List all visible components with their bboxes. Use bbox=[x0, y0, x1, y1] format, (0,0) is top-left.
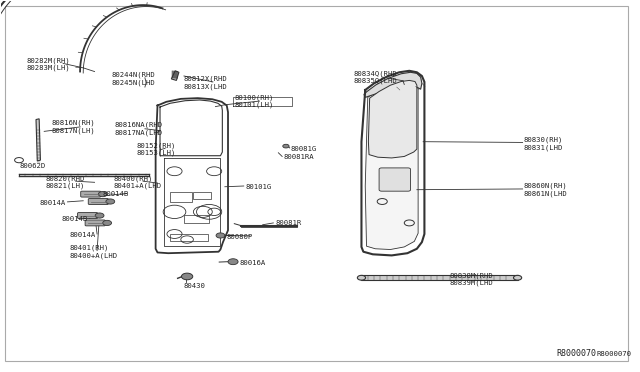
Text: 80062D: 80062D bbox=[19, 163, 45, 169]
Text: 80081R: 80081R bbox=[275, 220, 301, 226]
Polygon shape bbox=[365, 79, 418, 250]
Text: 80100(RH)
80101(LH): 80100(RH) 80101(LH) bbox=[234, 94, 274, 108]
FancyBboxPatch shape bbox=[81, 191, 101, 197]
Polygon shape bbox=[36, 119, 40, 161]
Text: 80016A: 80016A bbox=[239, 260, 266, 266]
Text: 80820(RHD
80821(LH): 80820(RHD 80821(LH) bbox=[45, 175, 85, 189]
FancyBboxPatch shape bbox=[379, 168, 411, 191]
Text: 80401(RH)
80400+A(LHD: 80401(RH) 80400+A(LHD bbox=[69, 245, 118, 259]
Circle shape bbox=[513, 275, 522, 280]
Bar bbox=[170, 234, 208, 241]
Text: 80101G: 80101G bbox=[246, 184, 272, 190]
Bar bbox=[193, 192, 211, 199]
FancyBboxPatch shape bbox=[88, 199, 108, 205]
Circle shape bbox=[283, 144, 289, 148]
Text: 80400(RH)
80401+A(LHD: 80400(RH) 80401+A(LHD bbox=[113, 175, 161, 189]
Text: 80816NA(RHD
80817NA(LHD: 80816NA(RHD 80817NA(LHD bbox=[115, 122, 163, 136]
Circle shape bbox=[357, 275, 365, 280]
Circle shape bbox=[103, 220, 111, 225]
Text: 80244N(RHD
80245N(LHD: 80244N(RHD 80245N(LHD bbox=[111, 72, 156, 86]
Text: 80816N(RH)
80817N(LH): 80816N(RH) 80817N(LH) bbox=[52, 120, 95, 134]
Text: 80152(RH)
80153(LH): 80152(RH) 80153(LH) bbox=[137, 142, 176, 156]
Text: 80838M(RHD
80839M(LHD: 80838M(RHD 80839M(LHD bbox=[449, 272, 493, 286]
Polygon shape bbox=[369, 80, 417, 158]
Text: 80014B: 80014B bbox=[102, 191, 129, 197]
Circle shape bbox=[216, 233, 225, 238]
Text: 80834Q(RHD
80835Q(LHD: 80834Q(RHD 80835Q(LHD bbox=[354, 70, 397, 84]
Text: 80081RA: 80081RA bbox=[284, 154, 314, 160]
Text: 80430: 80430 bbox=[184, 283, 206, 289]
Text: 80860N(RH)
80861N(LHD: 80860N(RH) 80861N(LHD bbox=[524, 183, 568, 197]
Polygon shape bbox=[172, 71, 179, 80]
Circle shape bbox=[99, 192, 107, 197]
FancyBboxPatch shape bbox=[85, 220, 105, 226]
Text: 80080P: 80080P bbox=[227, 234, 253, 240]
Text: 80282M(RH)
80283M(LH): 80282M(RH) 80283M(LH) bbox=[27, 57, 70, 71]
Text: R8000070: R8000070 bbox=[596, 351, 631, 357]
Circle shape bbox=[181, 273, 193, 280]
Bar bbox=[184, 215, 209, 223]
Text: 80830(RH)
80831(LHD: 80830(RH) 80831(LHD bbox=[524, 137, 563, 151]
Text: 80812X(RHD
80813X(LHD: 80812X(RHD 80813X(LHD bbox=[184, 76, 228, 90]
Text: 80014A: 80014A bbox=[39, 200, 65, 206]
Text: R8000070: R8000070 bbox=[556, 350, 596, 359]
Bar bbox=[170, 192, 192, 202]
Circle shape bbox=[228, 259, 238, 264]
Circle shape bbox=[95, 213, 104, 218]
Polygon shape bbox=[364, 72, 422, 97]
Text: 80014B: 80014B bbox=[61, 216, 88, 222]
FancyBboxPatch shape bbox=[77, 212, 98, 218]
Text: 80014A: 80014A bbox=[69, 232, 95, 238]
Circle shape bbox=[106, 199, 115, 204]
Polygon shape bbox=[362, 275, 518, 280]
Text: 80081G: 80081G bbox=[291, 146, 317, 152]
